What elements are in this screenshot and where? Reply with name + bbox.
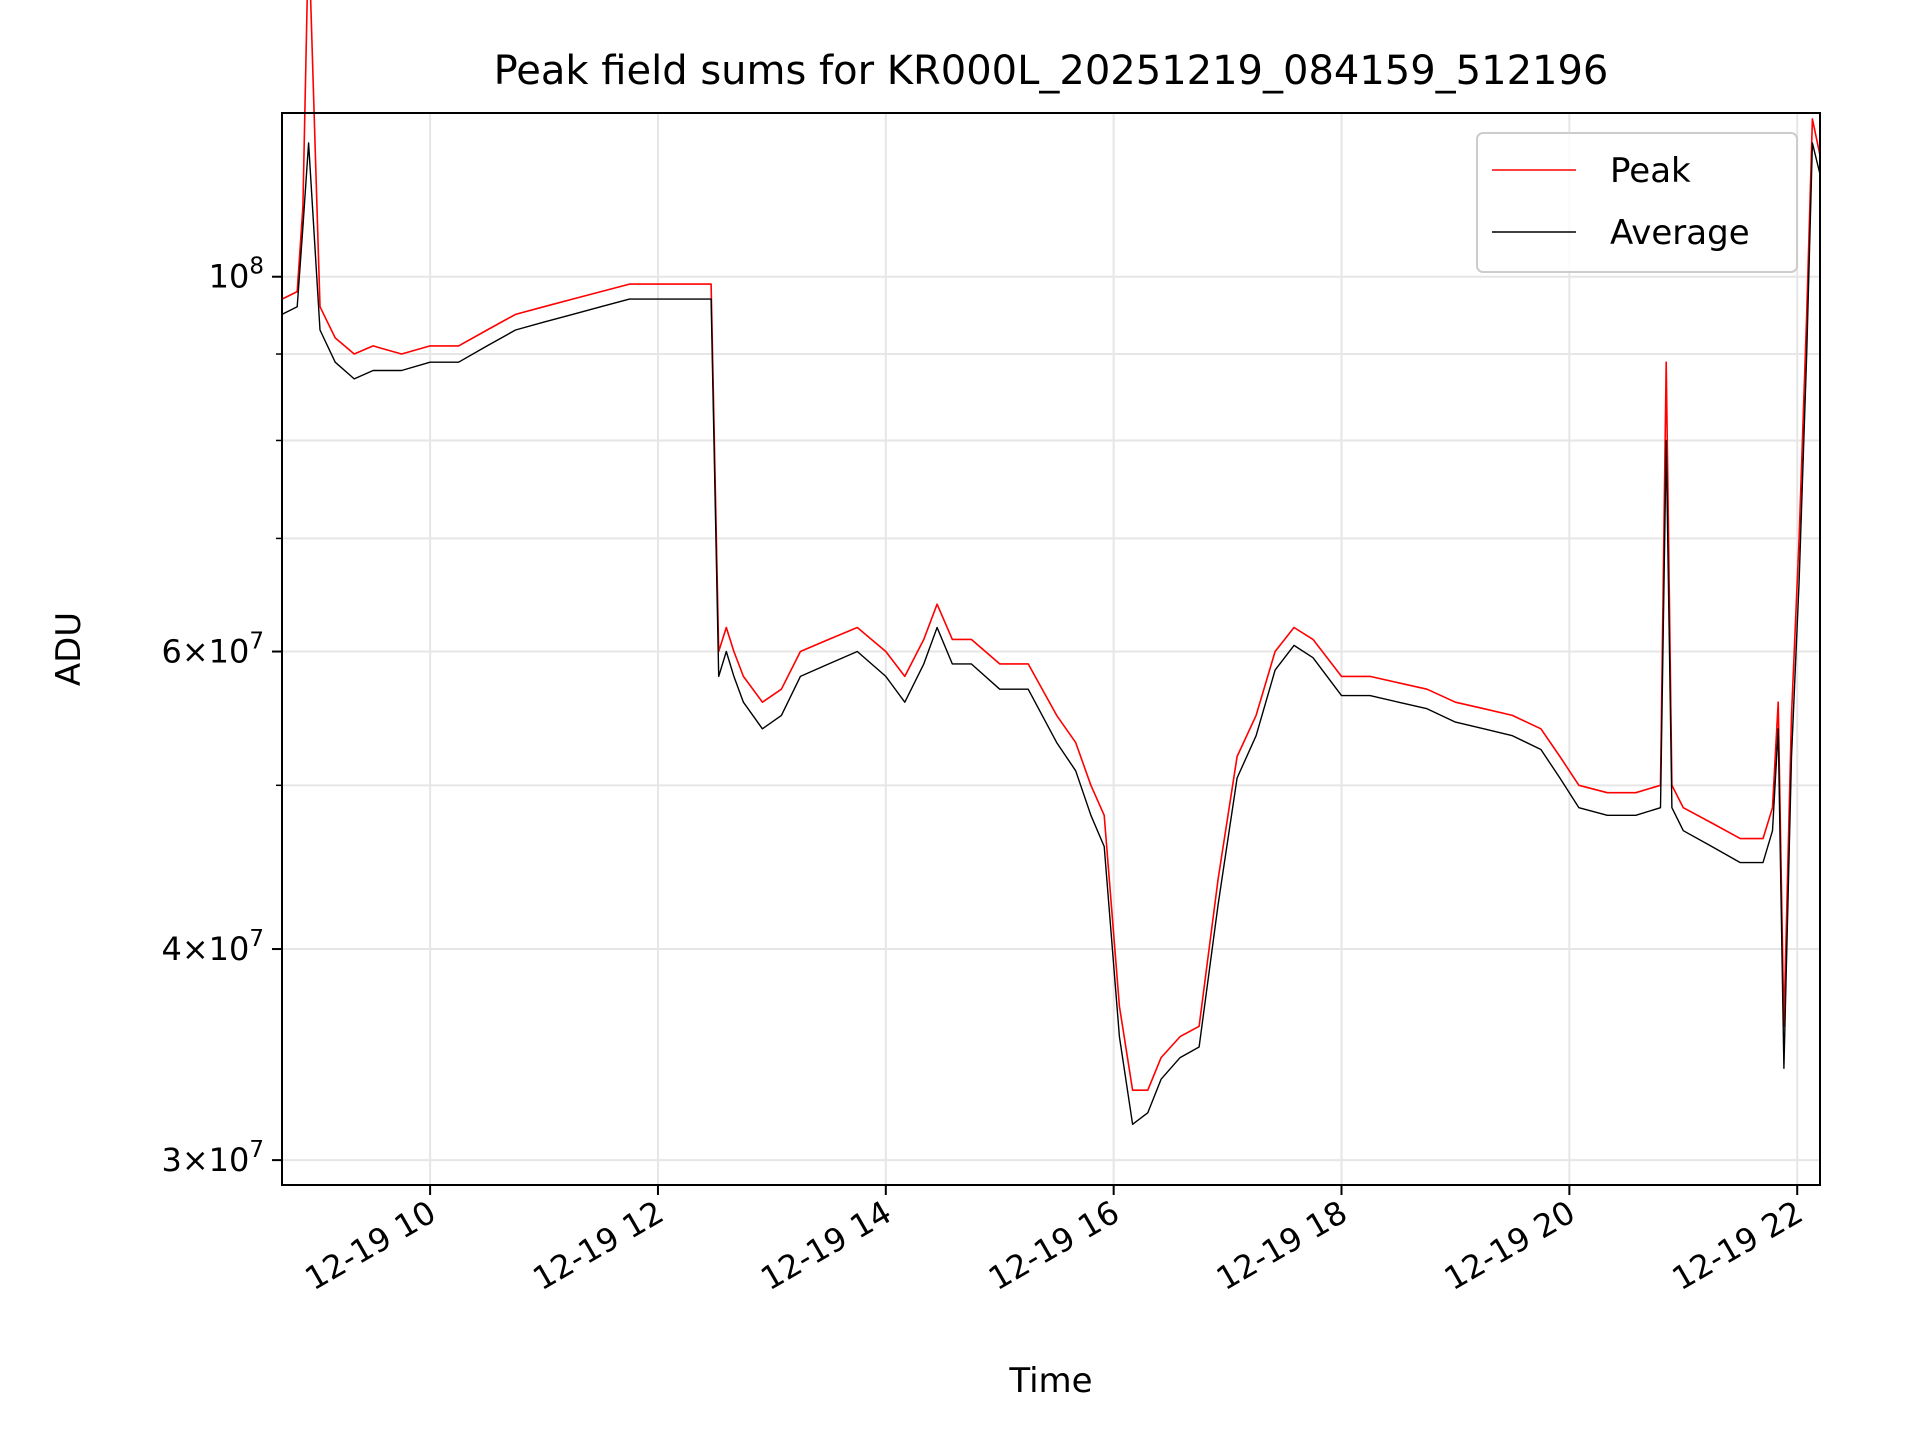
series-line-peak [281, 0, 1821, 1091]
chart-title: Peak field sums for KR000L_20251219_0841… [494, 48, 1609, 94]
plot-frame [281, 112, 1821, 1186]
y-tick-label: 108 [209, 254, 264, 296]
y-tick-label: 4×107 [161, 926, 264, 968]
y-axis-label: ADU [49, 612, 89, 686]
y-tick-label: 3×107 [161, 1137, 264, 1179]
series-layer [281, 0, 1821, 1126]
legend-box [1476, 132, 1798, 273]
legend: Peak Average [1476, 132, 1798, 273]
series-line-average [281, 142, 1821, 1126]
grid [282, 113, 1820, 1185]
legend-label-peak: Peak [1610, 151, 1691, 191]
legend-label-average: Average [1610, 213, 1750, 253]
x-axis-label: Time [1008, 1361, 1092, 1401]
y-tick-label: 6×107 [161, 629, 264, 671]
